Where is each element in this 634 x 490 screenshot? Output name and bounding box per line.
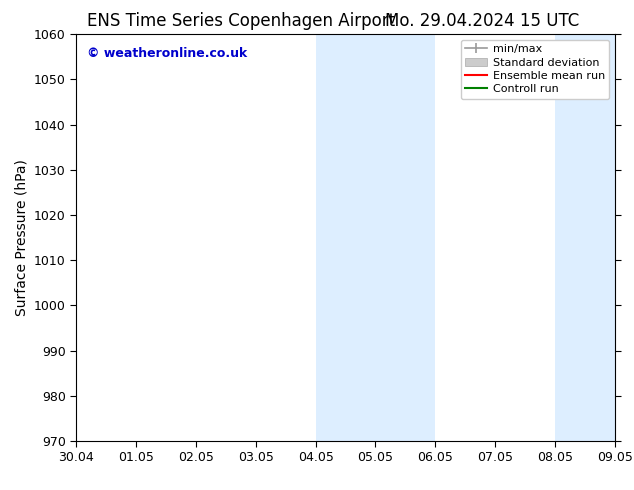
Bar — [555, 34, 615, 441]
Text: ENS Time Series Copenhagen Airport: ENS Time Series Copenhagen Airport — [87, 12, 395, 30]
Text: © weatheronline.co.uk: © weatheronline.co.uk — [87, 47, 247, 59]
Y-axis label: Surface Pressure (hPa): Surface Pressure (hPa) — [14, 159, 29, 316]
Text: Mo. 29.04.2024 15 UTC: Mo. 29.04.2024 15 UTC — [385, 12, 579, 30]
Legend: min/max, Standard deviation, Ensemble mean run, Controll run: min/max, Standard deviation, Ensemble me… — [460, 40, 609, 99]
Bar — [316, 34, 436, 441]
